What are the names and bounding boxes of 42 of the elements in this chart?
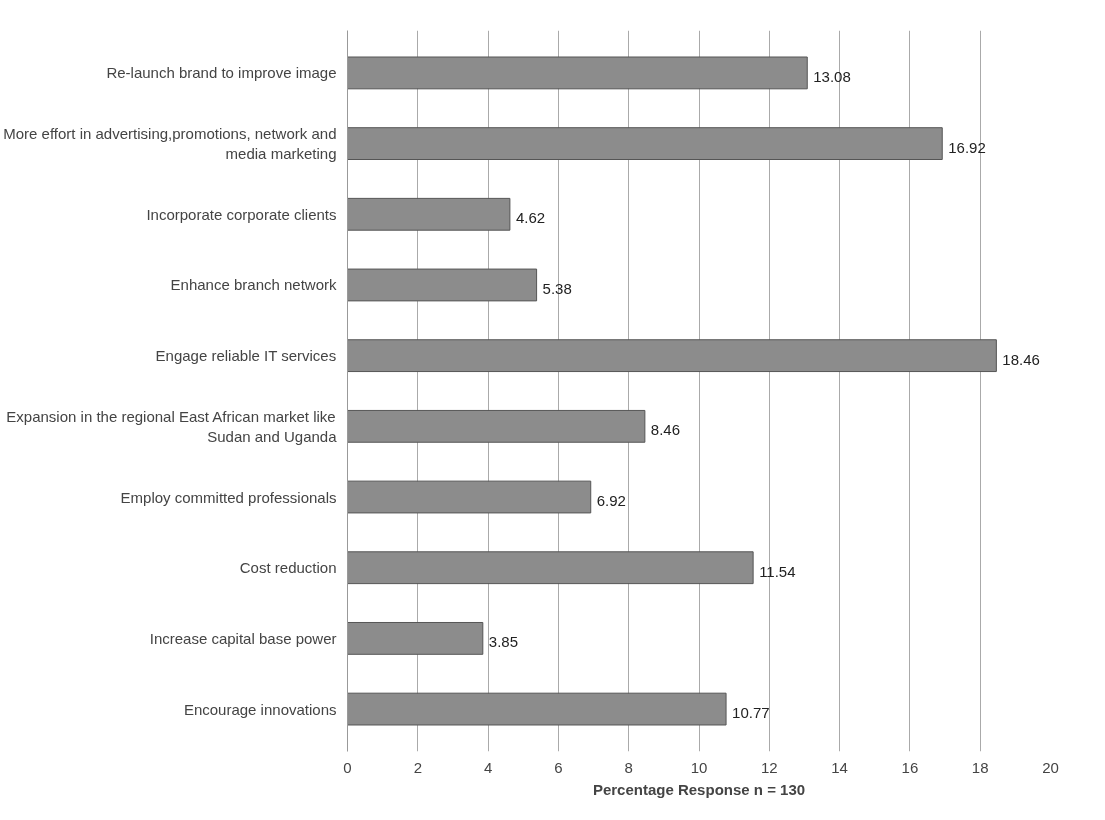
y-tick-label: Expansion in the regional East African market like Sudan and Uganda [6,407,338,446]
x-tick-label: 8 [624,758,633,776]
bar [347,127,943,160]
y-tick-label: Incorporate corporate clients [146,205,337,223]
data-label: 3.85 [488,633,519,651]
data-label: 13.08 [813,67,851,85]
x-tick-label: 6 [554,758,563,776]
bar [347,197,511,231]
data-label: 11.54 [759,562,796,580]
bar [347,692,727,726]
bar [347,268,538,302]
bar [347,409,646,443]
data-label: 6.92 [596,492,626,510]
bar [347,339,997,373]
y-tick-label: Engage reliable IT services [155,347,337,365]
y-tick-label: Enhance branch network [170,276,337,294]
data-label: 10.77 [732,704,770,722]
y-tick-label: Increase capital base power [149,629,337,647]
data-label: 8.46 [650,421,681,439]
x-tick-label: 20 [1042,758,1059,776]
x-tick-label: 14 [831,758,848,776]
data-label: 5.38 [542,279,572,297]
y-tick-label: Cost reduction [239,559,337,577]
data-label: 16.92 [948,138,986,156]
x-tick-label: 0 [343,758,352,776]
x-tick-label: 12 [760,758,778,776]
x-axis-title: Percentage Response n = 130 [592,780,806,798]
x-tick-label: 10 [690,758,708,776]
y-tick-label: More effort in advertising,promotions, network and media marketing [3,124,337,163]
y-tick-label: Encourage innovations [183,700,337,718]
x-tick-label: 4 [483,758,493,776]
y-tick-label: Re-launch brand to improve image [106,64,337,82]
bar [347,56,808,90]
x-tick-label: 18 [971,758,989,776]
bar [347,622,484,655]
data-label: 18.46 [1002,350,1040,368]
x-tick-label: 16 [901,758,919,776]
x-tick-label: 2 [413,758,422,776]
y-tick-label: Employ committed professionals [120,488,337,506]
bar [347,480,592,514]
bar [347,551,754,585]
data-label: 4.62 [515,209,546,227]
